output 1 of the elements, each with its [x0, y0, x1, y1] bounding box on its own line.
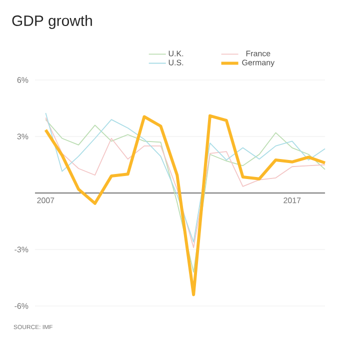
- chart-title: GDP growth: [12, 15, 92, 29]
